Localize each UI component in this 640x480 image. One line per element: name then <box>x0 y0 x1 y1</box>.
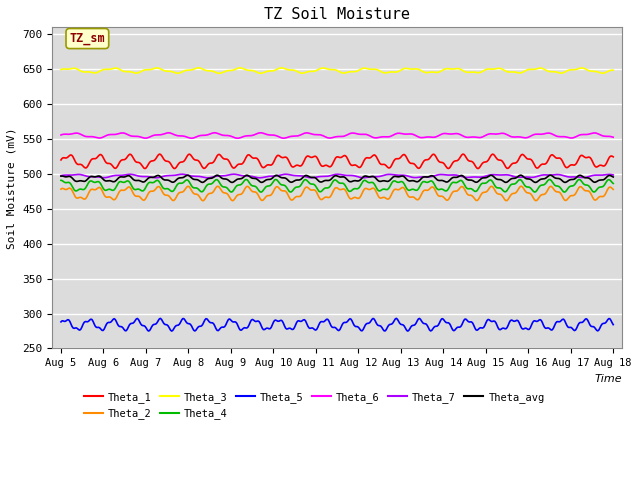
Theta_6 <box>598 133 606 139</box>
Theta_5 <box>321 319 328 324</box>
Theta_4 <box>598 184 606 190</box>
Line: Theta_1: Theta_1 <box>61 154 613 168</box>
Theta_avg <box>387 177 395 182</box>
Title: TZ Soil Moisture: TZ Soil Moisture <box>264 7 410 22</box>
Theta_avg <box>324 178 332 183</box>
Theta_avg <box>57 173 65 179</box>
Theta_avg <box>321 178 328 184</box>
Theta_5 <box>609 322 617 327</box>
Theta_1 <box>387 164 395 169</box>
Theta_5 <box>324 316 332 322</box>
Theta_2 <box>598 194 606 200</box>
Theta_7 <box>609 172 617 178</box>
Theta_4 <box>357 182 365 188</box>
Theta_1 <box>156 151 163 157</box>
Theta_6 <box>188 135 195 141</box>
Theta_7 <box>230 171 237 177</box>
Theta_1 <box>512 160 520 166</box>
Theta_2 <box>511 191 518 196</box>
Theta_7 <box>358 175 366 180</box>
Theta_5 <box>357 328 365 334</box>
Text: TZ_sm: TZ_sm <box>70 32 105 45</box>
Theta_5 <box>392 315 400 321</box>
Theta_6 <box>211 130 219 136</box>
Theta_5 <box>57 319 65 325</box>
Theta_avg <box>243 172 251 178</box>
Theta_4 <box>511 181 518 187</box>
Line: Theta_7: Theta_7 <box>61 174 613 178</box>
Line: Theta_4: Theta_4 <box>61 180 613 192</box>
Theta_2 <box>609 187 617 192</box>
Theta_4 <box>321 186 328 192</box>
Theta_2 <box>357 193 365 199</box>
Theta_1 <box>324 163 332 168</box>
Theta_4 <box>387 182 395 188</box>
Line: Theta_2: Theta_2 <box>61 186 613 201</box>
Theta_5 <box>387 322 395 327</box>
Theta_2 <box>321 195 328 201</box>
Theta_avg <box>598 177 606 183</box>
Theta_3 <box>325 67 333 72</box>
Theta_2 <box>387 193 395 199</box>
Theta_6 <box>512 134 520 140</box>
Theta_7 <box>325 173 333 179</box>
Theta_6 <box>358 132 366 137</box>
Line: Theta_5: Theta_5 <box>61 318 613 331</box>
Theta_3 <box>216 71 223 76</box>
Theta_7 <box>257 175 264 180</box>
Theta_1 <box>57 157 65 163</box>
Theta_5 <box>598 321 606 327</box>
Theta_3 <box>322 66 330 72</box>
Theta_1 <box>609 154 617 160</box>
Theta_avg <box>609 174 617 180</box>
Theta_2 <box>228 198 236 204</box>
Theta_3 <box>57 67 65 72</box>
Theta_3 <box>388 69 396 75</box>
Theta_4 <box>57 178 65 183</box>
Theta_5 <box>168 328 175 334</box>
Theta_3 <box>598 71 606 76</box>
Theta_4 <box>272 177 280 182</box>
Line: Theta_6: Theta_6 <box>61 133 613 138</box>
Theta_7 <box>388 172 396 178</box>
Theta_3 <box>609 67 617 73</box>
Theta_2 <box>57 186 65 192</box>
Text: Time: Time <box>594 374 621 384</box>
Theta_3 <box>358 66 366 72</box>
Theta_7 <box>322 174 330 180</box>
Theta_avg <box>532 180 540 185</box>
Theta_4 <box>324 185 332 191</box>
Theta_avg <box>357 177 365 182</box>
Line: Theta_avg: Theta_avg <box>61 175 613 182</box>
Theta_1 <box>357 164 365 169</box>
Theta_6 <box>57 132 65 138</box>
Theta_5 <box>512 318 520 324</box>
Theta_3 <box>512 70 520 75</box>
Theta_6 <box>388 133 396 139</box>
Theta_avg <box>511 175 518 181</box>
Theta_7 <box>598 172 606 178</box>
Theta_4 <box>609 180 617 186</box>
Legend: Theta_1, Theta_2, Theta_3, Theta_4, Theta_5, Theta_6, Theta_7, Theta_avg: Theta_1, Theta_2, Theta_3, Theta_4, Thet… <box>84 392 545 419</box>
Theta_1 <box>321 163 328 168</box>
Theta_2 <box>324 194 332 200</box>
Theta_1 <box>598 163 606 168</box>
Theta_7 <box>57 173 65 179</box>
Theta_6 <box>325 135 333 141</box>
Theta_6 <box>609 134 617 140</box>
Theta_7 <box>512 174 520 180</box>
Y-axis label: Soil Moisture (mV): Soil Moisture (mV) <box>7 127 17 249</box>
Theta_1 <box>444 166 452 171</box>
Theta_6 <box>322 134 330 140</box>
Theta_2 <box>518 183 525 189</box>
Theta_3 <box>236 65 244 71</box>
Theta_4 <box>561 189 568 195</box>
Line: Theta_3: Theta_3 <box>61 68 613 73</box>
